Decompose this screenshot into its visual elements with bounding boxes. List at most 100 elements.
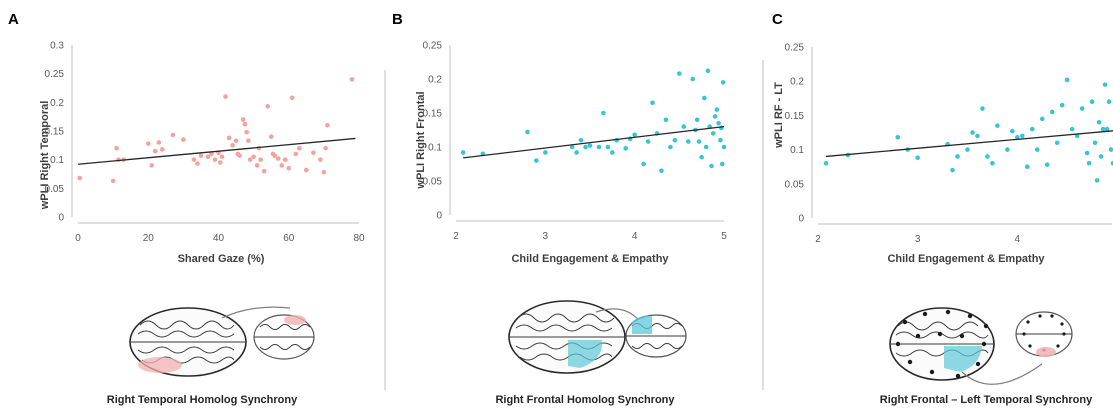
data-point	[286, 165, 292, 171]
data-point	[1039, 116, 1045, 122]
data-point	[574, 150, 579, 155]
x-tick-label: 0	[75, 233, 81, 244]
data-point	[460, 150, 466, 155]
data-point	[160, 147, 165, 152]
data-point	[583, 144, 588, 150]
data-point	[1034, 147, 1040, 152]
data-point	[205, 154, 211, 160]
data-point	[710, 131, 716, 136]
plot-area-a: 0 0.05 0.1 0.15 0.2 0.25 0.3 0 20 40 60 80	[45, 41, 365, 245]
x-tick-label: 3	[915, 234, 921, 245]
data-point	[145, 141, 151, 146]
data-point	[321, 169, 327, 175]
plot-area-c	[823, 77, 1113, 183]
data-point	[289, 95, 295, 101]
right-frontal-region-small	[632, 315, 652, 334]
y-tick-label: 0	[58, 213, 64, 224]
data-point	[181, 137, 186, 142]
data-point	[212, 157, 218, 162]
data-point	[198, 153, 204, 158]
data-point	[990, 160, 995, 166]
data-point	[705, 68, 711, 74]
y-tick-label: 0.2	[428, 75, 442, 86]
data-point	[534, 158, 539, 163]
electrode-dots	[895, 309, 989, 379]
data-point	[261, 168, 267, 174]
x-tick-label: 2	[453, 231, 459, 242]
data-point	[525, 129, 530, 135]
right-temporal-region	[138, 357, 182, 373]
x-tick-label: 2	[815, 234, 821, 245]
data-point	[246, 138, 251, 144]
data-point	[702, 95, 707, 101]
data-point	[659, 168, 664, 174]
brain-illustration-a	[129, 306, 315, 377]
data-point	[223, 94, 228, 99]
y-axis-label-a: wPLI Right Temporal	[39, 101, 51, 211]
data-point	[152, 148, 158, 154]
data-point	[677, 71, 682, 76]
data-point	[323, 145, 328, 151]
data-point	[247, 157, 253, 162]
right-temporal-region-small	[284, 315, 306, 325]
right-frontal-region	[944, 346, 982, 372]
connector-line-c	[961, 363, 1043, 385]
y-tick-label: 0	[798, 214, 804, 225]
data-point	[156, 140, 162, 145]
axes-c: 0 0.05 0.1 0.15 0.2 0.25 2 3 4	[785, 43, 1112, 245]
data-point	[823, 160, 829, 166]
data-point	[1069, 126, 1075, 132]
data-point	[265, 104, 270, 109]
data-point	[915, 155, 920, 161]
caption-c: Right Frontal – Left Temporal Synchrony	[880, 394, 1093, 406]
x-tick-label: 80	[353, 233, 365, 244]
data-point	[1102, 82, 1108, 87]
x-tick-label: 3	[543, 231, 549, 242]
data-point	[668, 144, 673, 150]
data-point	[895, 134, 901, 140]
data-point	[601, 110, 606, 116]
data-point	[641, 161, 646, 167]
x-tick-label: 5	[721, 231, 727, 242]
data-point	[623, 146, 629, 151]
panel-letter-a: A	[8, 11, 19, 28]
data-point	[970, 130, 975, 135]
y-tick-label: 0.25	[423, 41, 443, 52]
data-point	[282, 157, 288, 162]
y-tick-label: 0.05	[45, 184, 65, 195]
data-point	[1020, 133, 1025, 139]
panel-letter-b: B	[392, 11, 403, 28]
trend-line	[463, 125, 725, 159]
x-tick-label: 4	[1015, 234, 1021, 245]
panel-c: C wPLI RF - LT Child Engagement & Empath…	[772, 11, 1113, 406]
data-point	[721, 144, 727, 150]
data-point	[714, 107, 720, 112]
y-tick-label: 0.25	[785, 43, 805, 54]
data-point	[596, 144, 602, 150]
y-tick-label: 0.15	[45, 127, 65, 138]
data-point	[1100, 126, 1106, 132]
y-tick-label: 0.2	[790, 77, 804, 88]
data-point	[965, 147, 970, 152]
data-point	[985, 154, 990, 159]
x-axis-label-b: Child Engagement & Empathy	[511, 253, 669, 265]
y-tick-label: 0.05	[423, 177, 443, 188]
panel-b: B wPLI Right Frontal Child Engagement & …	[392, 11, 727, 406]
panel-letter-c: C	[772, 11, 783, 28]
data-point	[690, 76, 696, 82]
data-point	[720, 80, 726, 85]
plot-area-b: 0 0.05 0.1 0.15 0.2 0.25 2 3 4 5	[423, 41, 728, 243]
y-tick-label: 0.3	[50, 41, 64, 52]
caption-a: Right Temporal Homolog Synchrony	[107, 394, 298, 406]
right-frontal-region	[568, 340, 603, 368]
data-point	[587, 143, 593, 148]
data-point	[694, 117, 700, 123]
data-point	[304, 167, 309, 173]
data-point	[1094, 178, 1100, 183]
data-point	[1005, 147, 1010, 152]
data-point	[275, 156, 281, 161]
data-point	[610, 150, 615, 155]
data-point	[219, 154, 225, 160]
data-point	[955, 154, 960, 159]
data-point	[242, 121, 248, 127]
